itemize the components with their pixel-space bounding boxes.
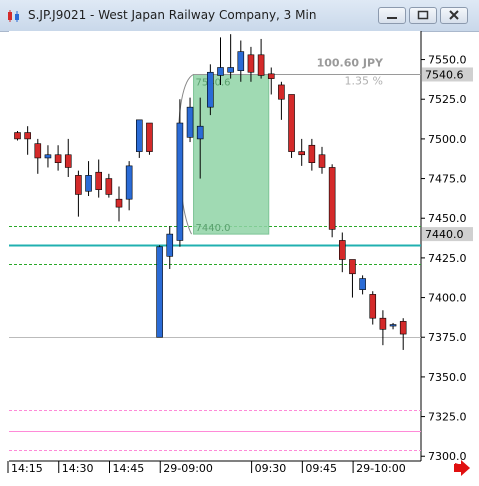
price-tick-label: 7300.0 [428,450,467,463]
candle-body [34,143,42,159]
restore-button[interactable] [409,7,437,24]
candle-body [257,54,265,76]
candle-body [278,84,285,100]
candle-body [95,171,102,190]
minimize-button[interactable] [378,7,406,24]
measure-change-label: 100.60 JPY [317,56,384,69]
candle-body [308,144,316,163]
price-tick-label: 7475.0 [428,173,467,186]
candle-body [125,165,133,200]
candle-body [217,67,224,76]
candle-body [166,233,174,257]
candle-body [105,178,113,195]
candle-body [349,259,356,275]
candle-body [85,175,92,192]
candle-body [207,71,214,108]
scroll-right-button[interactable] [454,460,470,476]
candle-body [247,54,255,73]
price-tick-label: 7400.0 [428,292,467,305]
measure-box[interactable] [193,73,270,235]
candle-body [176,122,184,241]
price-marker-label: 7440.0 [425,228,464,241]
candle-body [298,151,306,156]
candle-body [267,73,275,79]
close-button[interactable] [440,7,468,24]
measure-percent-label: 1.35 % [345,74,383,87]
time-tick-label: 14:30 [62,462,94,475]
price-tick-label: 7550.0 [428,54,467,67]
time-tick-label: 29-09:00 [163,462,213,475]
candle-body [399,321,407,335]
price-tick-label: 7325.0 [428,411,467,424]
measure-from-label: 7440.0 [196,223,231,234]
price-marker [422,67,473,82]
candle-body [288,94,295,152]
candle-body [24,132,31,140]
candle-body [186,106,194,138]
time-tick-label: 09:45 [305,462,337,475]
candle-body [369,294,377,319]
candle-body [359,278,366,290]
price-tick-label: 7525.0 [428,93,467,106]
time-axis: 14:15 14:30 14:45 29-09:00 09:30 09:45 29-10:0… [7,461,406,475]
candle-body [318,154,326,168]
candle-body [136,119,143,152]
time-tick-label: 29-10:00 [356,462,406,475]
close-icon [449,10,459,20]
candle-body [196,125,204,140]
time-tick-label: 09:30 [255,462,287,475]
minimize-icon [387,17,397,19]
candlesticks [14,34,407,350]
price-chart[interactable]: 7540.6 7440.0 100.60 JPY 1.35 % 7550.0 7525.… [0,31,479,486]
time-tick-label: 14:15 [11,462,43,475]
candle-body [237,51,245,71]
candle-body [64,154,72,168]
candle-body [338,240,346,260]
price-tick-label: 7425.0 [428,252,467,265]
price-axis: 7550.0 7525.0 7500.0 7475.0 7450.0 7425.0 7400… [421,54,473,463]
price-tick-label: 7450.0 [428,212,467,225]
title-bar[interactable]: S.JP.J9021 - West Japan Railway Company,… [0,0,479,32]
candle-body [44,154,52,159]
candle-body [389,324,397,327]
chart-candle-icon [8,10,19,22]
candle-body [379,317,387,330]
price-tick-label: 7350.0 [428,371,467,384]
candle-body [227,67,234,73]
restore-icon [417,10,429,20]
candle-body [146,122,153,152]
price-tick-label: 7500.0 [428,133,467,146]
price-marker [422,227,473,242]
window-title: S.JP.J9021 - West Japan Railway Company,… [28,8,317,22]
candle-body [54,154,62,163]
candle-body [156,246,163,338]
candle-body [115,198,123,208]
time-tick-label: 14:45 [113,462,145,475]
candle-body [14,132,21,140]
candle-body [75,175,82,195]
price-marker-label: 7540.6 [425,68,464,81]
candle-body [328,167,336,230]
price-tick-label: 7375.0 [428,331,467,344]
